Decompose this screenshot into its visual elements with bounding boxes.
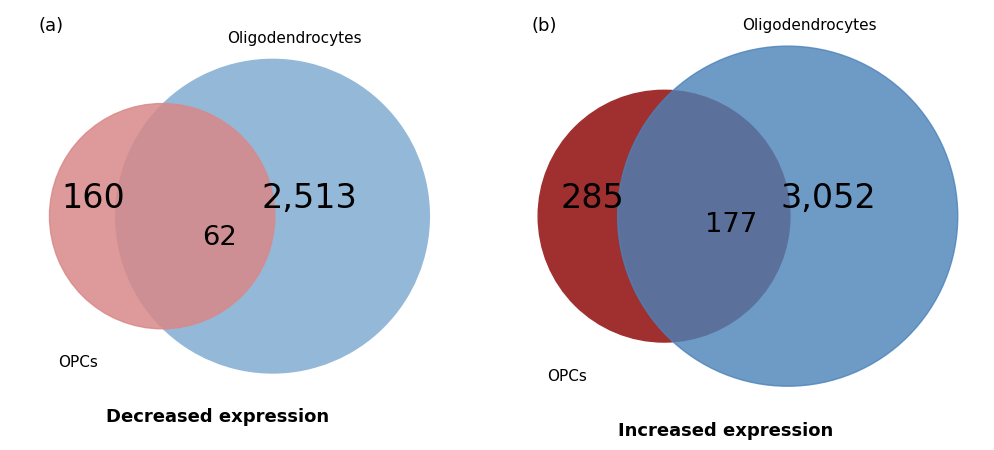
Text: (a): (a) [39, 18, 64, 36]
Text: 62: 62 [202, 225, 237, 251]
Text: 177: 177 [706, 212, 757, 238]
Circle shape [115, 59, 429, 373]
Text: OPCs: OPCs [547, 369, 586, 383]
Text: 3,052: 3,052 [780, 182, 877, 215]
Text: OPCs: OPCs [59, 356, 98, 370]
Text: (b): (b) [532, 18, 557, 36]
Text: Oligodendrocytes: Oligodendrocytes [228, 31, 362, 46]
Circle shape [50, 104, 274, 329]
Text: 285: 285 [561, 182, 624, 215]
Text: 2,513: 2,513 [261, 182, 358, 215]
Circle shape [617, 46, 958, 386]
Text: Decreased expression: Decreased expression [105, 408, 329, 426]
Circle shape [538, 90, 790, 342]
Text: 160: 160 [62, 182, 125, 215]
Text: Oligodendrocytes: Oligodendrocytes [743, 18, 877, 33]
Text: Increased expression: Increased expression [618, 422, 834, 440]
